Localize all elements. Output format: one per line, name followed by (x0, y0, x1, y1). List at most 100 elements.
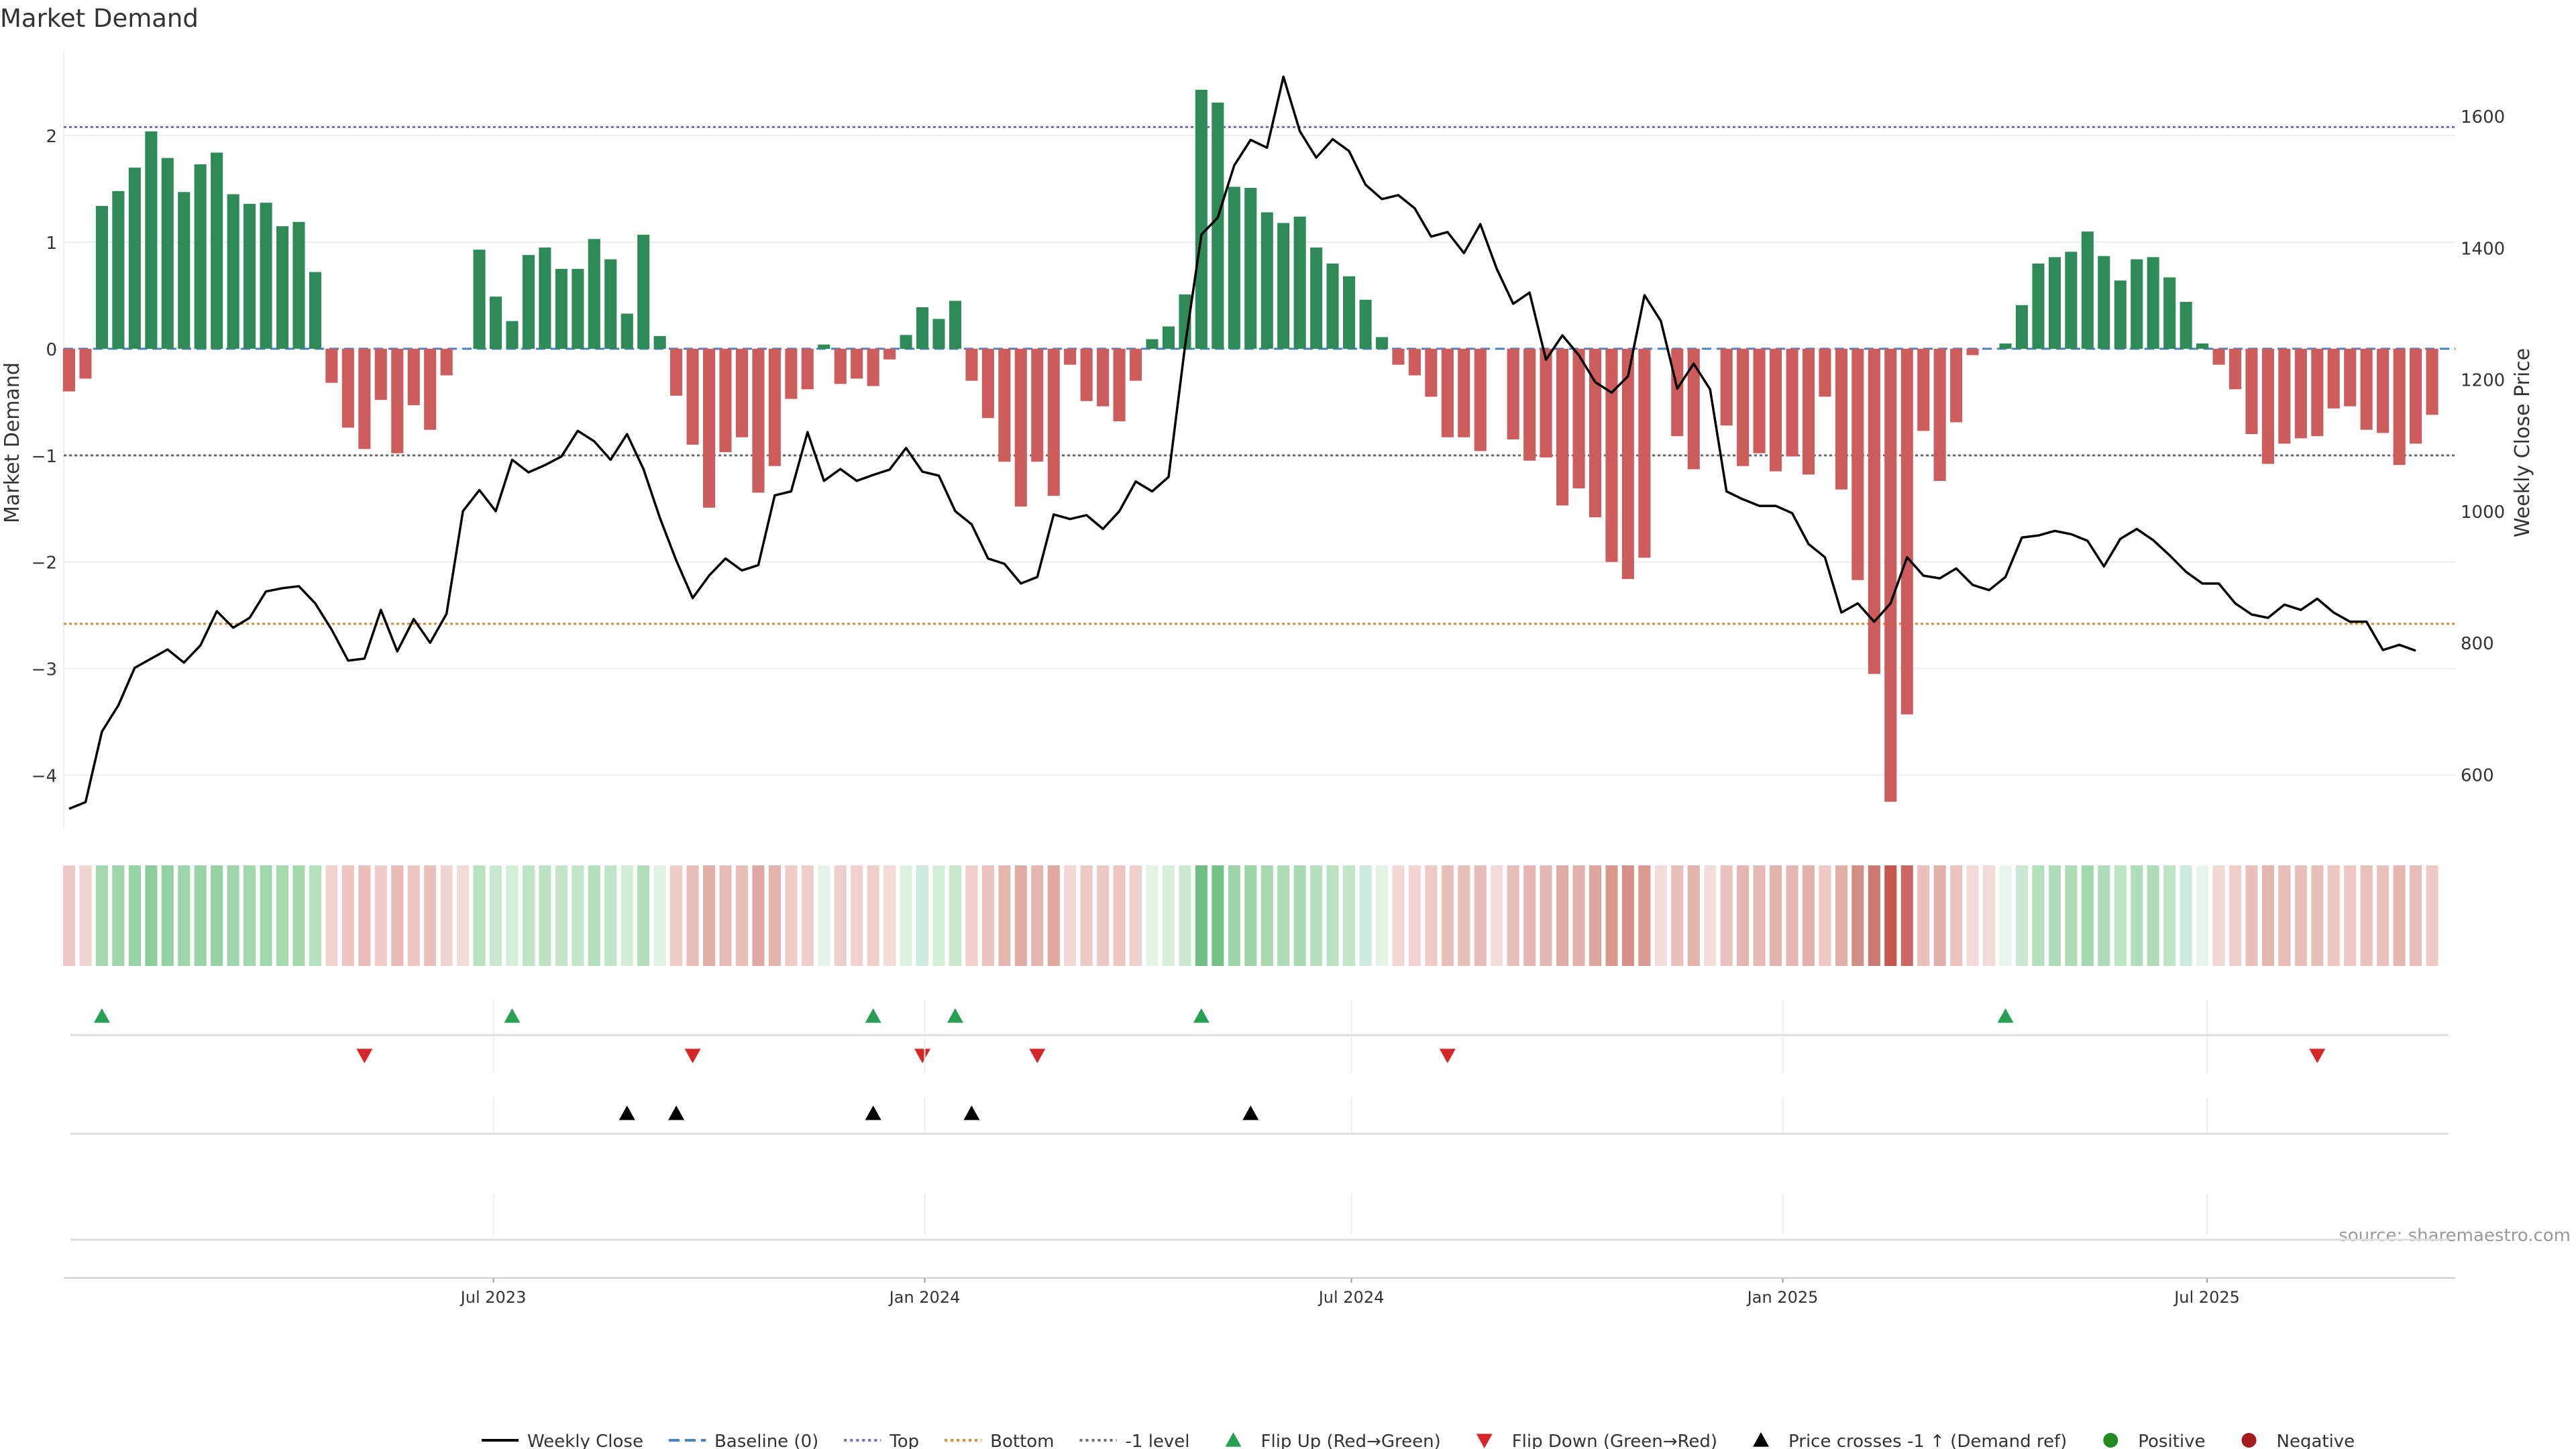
demand-bar-negative (407, 348, 420, 406)
demand-strip-cell (1097, 865, 1110, 966)
demand-strip-cell (1704, 865, 1717, 966)
demand-bar-positive (932, 319, 945, 349)
legend-label: Weekly Close (527, 1432, 643, 1449)
y-tick-label-right: 800 (2461, 634, 2494, 654)
demand-strip-cell (506, 865, 519, 966)
demand-bar-positive (2081, 231, 2094, 349)
demand-strip-cell (752, 865, 765, 966)
flip-down-marker (2309, 1049, 2326, 1063)
legend-label: -1 level (1126, 1432, 1190, 1449)
demand-bar-positive (211, 152, 223, 349)
demand-bar-negative (883, 348, 896, 360)
demand-bar-positive (178, 192, 191, 349)
demand-bar-positive (194, 164, 207, 349)
demand-strip-cell (2065, 865, 2078, 966)
demand-bar-negative (341, 348, 354, 428)
demand-strip-cell (1819, 865, 1831, 966)
demand-strip-cell (867, 865, 879, 966)
y-tick-label-left: −3 (32, 660, 57, 680)
demand-bar-positive (161, 158, 174, 349)
demand-strip-cell (309, 865, 321, 966)
legend-item: -1 level (1079, 1432, 1190, 1449)
demand-strip-cell (703, 865, 716, 966)
legend-item: Negative (2241, 1432, 2355, 1449)
demand-strip-cell (1884, 865, 1897, 966)
demand-strip-cell (1277, 865, 1290, 966)
flip-up-marker (1997, 1008, 2014, 1023)
demand-strip-cell (1687, 865, 1700, 966)
y-axis-left-label: Market Demand (1, 362, 24, 523)
legend-label: Positive (2138, 1432, 2205, 1449)
demand-strip-cell (555, 865, 568, 966)
grid-lines (63, 50, 2455, 828)
demand-strip-cell (1130, 865, 1142, 966)
flip-up-marker (504, 1008, 521, 1023)
demand-strip-cell (325, 865, 338, 966)
demand-bar-positive (1228, 186, 1240, 349)
demand-bar-negative (1884, 348, 1897, 802)
x-tick-label: Jul 2025 (2173, 1288, 2240, 1307)
demand-strip-cell (1212, 865, 1224, 966)
demand-strip-cell (1786, 865, 1799, 966)
demand-bar-negative (1031, 348, 1044, 462)
legend-label: Negative (2277, 1432, 2355, 1449)
demand-strip-cell (79, 865, 92, 966)
demand-bar-negative (2212, 348, 2225, 365)
demand-bar-positive (227, 194, 239, 349)
legend-swatch-triangle (1753, 1432, 1770, 1447)
price-cross-marker (1242, 1106, 1259, 1120)
flip-down-marker (684, 1049, 701, 1063)
demand-bar-positive (2114, 280, 2127, 349)
demand-bar-negative (2410, 348, 2422, 444)
demand-strip-cell (686, 865, 699, 966)
demand-strip-cell (1113, 865, 1126, 966)
demand-bar-negative (2229, 348, 2241, 390)
demand-strip-cell (2360, 865, 2373, 966)
legend-item: Weekly Close (482, 1432, 643, 1449)
demand-bar-negative (1835, 348, 1847, 490)
demand-bar-negative (851, 348, 863, 379)
demand-bar-positive (112, 191, 125, 349)
demand-strip-cell (1654, 865, 1667, 966)
demand-strip-cell (260, 865, 272, 966)
demand-bar-positive (95, 206, 108, 349)
demand-strip-cell (834, 865, 847, 966)
demand-bar-negative (1737, 348, 1750, 466)
x-tick-label: Jul 2023 (460, 1288, 527, 1307)
demand-strip-cell (1638, 865, 1651, 966)
demand-bar-negative (1621, 348, 1634, 580)
demand-strip-cell (1179, 865, 1191, 966)
demand-bar-negative (1523, 348, 1536, 461)
demand-bar-positive (522, 255, 535, 349)
demand-strip-cell (2147, 865, 2159, 966)
legend-label: Price crosses -1 ↑ (Demand ref) (1788, 1432, 2067, 1449)
demand-strip-cell (1983, 865, 1996, 966)
demand-bar-positive (490, 297, 502, 349)
demand-strip-cell (1507, 865, 1519, 966)
demand-bar-negative (998, 348, 1011, 462)
demand-bar-positive (653, 335, 666, 349)
demand-strip-cell (1868, 865, 1880, 966)
demand-bar-negative (735, 348, 748, 437)
demand-strip-cell (1375, 865, 1388, 966)
demand-strip-cell (1802, 865, 1815, 966)
demand-strip-cell (1605, 865, 1618, 966)
demand-bar-negative (703, 348, 716, 508)
demand-bar-negative (1868, 348, 1880, 674)
demand-strip-cell (1491, 865, 1503, 966)
legend-swatch-dot (2103, 1433, 2118, 1448)
demand-bar-negative (1441, 348, 1454, 437)
flip-down-marker (1439, 1049, 1456, 1063)
y-axis-right-label: Weekly Close Price (2511, 348, 2534, 537)
demand-bar-negative (981, 348, 994, 419)
demand-strip-cell (998, 865, 1011, 966)
weekly-close-line (68, 75, 2416, 810)
y-tick-label-left: 2 (46, 127, 57, 147)
source-note: source: sharemaestro.com (2339, 1226, 2571, 1246)
demand-bar-positive (145, 131, 158, 350)
y-tick-label-right: 1400 (2461, 239, 2505, 259)
demand-strip-cell (1425, 865, 1438, 966)
demand-strip-cell (2098, 865, 2110, 966)
legend-item: Flip Down (Green→Red) (1476, 1432, 1717, 1449)
demand-bar-positive (2098, 256, 2110, 349)
